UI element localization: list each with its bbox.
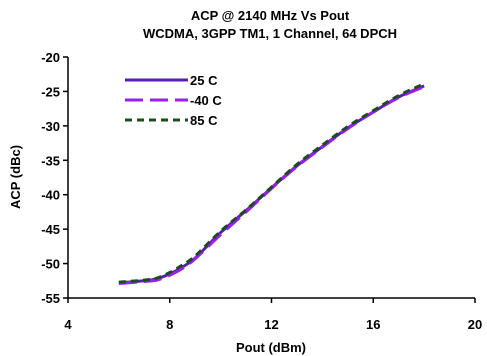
- series-line-3: [118, 82, 425, 284]
- y-tick-label: -20: [41, 50, 60, 65]
- legend-label: 85 C: [190, 113, 218, 128]
- y-tick-label: -40: [41, 188, 60, 203]
- y-tick-label: -35: [41, 153, 60, 168]
- axis-ticks: -20 -25 -30 -35 -40 -45 -50 -55 4 8 12 16 20: [41, 50, 482, 332]
- y-tick-label: -45: [41, 222, 60, 237]
- y-axis-title: ACP (dBc): [8, 145, 23, 209]
- y-tick-label: -55: [41, 291, 60, 306]
- chart-title-line-1: ACP @ 2140 MHz Vs Pout: [191, 8, 350, 23]
- x-tick-label: 20: [468, 317, 482, 332]
- legend: 25 C -40 C 85 C: [125, 73, 222, 128]
- plot-area: [68, 57, 475, 298]
- y-tick-label: -50: [41, 257, 60, 272]
- x-axis-title: Pout (dBm): [236, 340, 306, 355]
- y-tick-label: -25: [41, 84, 60, 99]
- y-tick-label: -30: [41, 119, 60, 134]
- chart-title-line-2: WCDMA, 3GPP TM1, 1 Channel, 64 DPCH: [143, 26, 397, 41]
- x-tick-label: 4: [64, 317, 72, 332]
- x-tick-label: 16: [366, 317, 380, 332]
- x-tick-label: 8: [166, 317, 173, 332]
- legend-label: 25 C: [190, 73, 218, 88]
- series-lines: [118, 82, 425, 286]
- legend-label: -40 C: [190, 93, 222, 108]
- x-tick-label: 12: [264, 317, 278, 332]
